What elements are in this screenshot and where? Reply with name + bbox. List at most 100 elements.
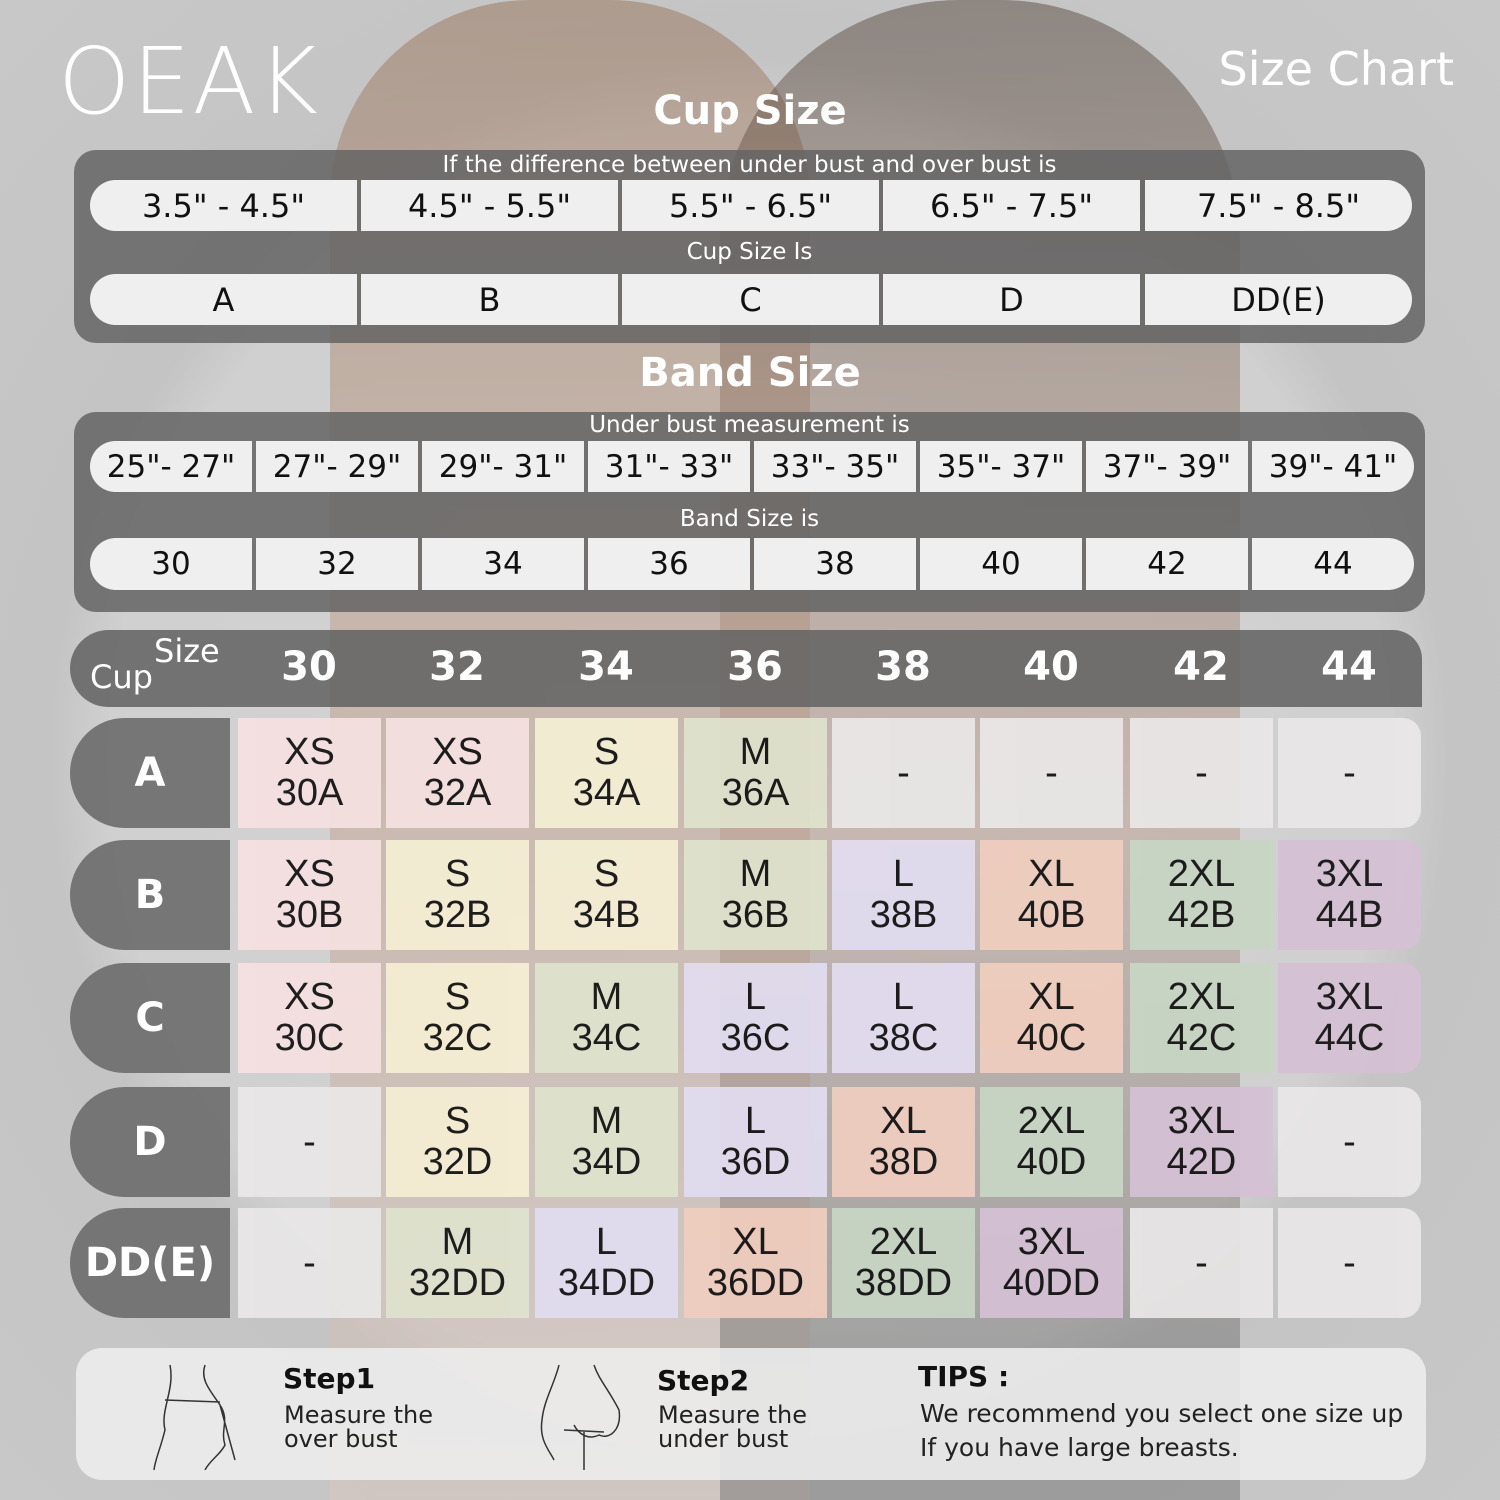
cup-size-subtitle: If the difference between under bust and… — [442, 152, 1057, 178]
size-label: L — [892, 853, 915, 895]
cup-range-pill: 5.5" - 6.5" — [622, 180, 879, 231]
size-table-header: Size Cup 30 32 34 36 38 40 42 44 — [70, 630, 1422, 707]
bra-size-label: 34D — [571, 1141, 642, 1183]
empty-size-cell: - — [238, 1087, 381, 1197]
bra-size-label: 42C — [1166, 1017, 1237, 1059]
size-label: L — [744, 1100, 767, 1142]
corner-cup-label: Cup — [90, 658, 153, 696]
size-label: - — [1343, 751, 1356, 794]
size-label: 3XL — [1315, 853, 1384, 895]
size-cell: 2XL 38DD — [832, 1208, 975, 1318]
tips-title: TIPS : — [918, 1360, 1010, 1393]
column-header-band: 30 — [281, 644, 337, 690]
cup-letter-pill: D — [883, 274, 1140, 325]
cup-letter-pill: B — [361, 274, 618, 325]
bra-size-label: 34DD — [557, 1262, 656, 1304]
band-size-subtitle: Under bust measurement is — [589, 412, 910, 438]
page-title: Size Chart — [1218, 42, 1454, 96]
empty-size-cell: - — [980, 718, 1123, 828]
column-header-band: 34 — [578, 644, 634, 690]
band-size-pill: 40 — [920, 538, 1082, 590]
band-range-pill: 27"- 29" — [256, 441, 418, 492]
size-label: M — [590, 1100, 623, 1142]
bra-size-label: 36C — [720, 1017, 791, 1059]
column-header-band: 36 — [727, 644, 783, 690]
size-cell: M 32DD — [386, 1208, 529, 1318]
size-cell: 2XL 42B — [1130, 840, 1273, 950]
row-header-cup: B — [70, 840, 230, 950]
empty-size-cell: - — [1278, 1087, 1421, 1197]
bra-size-label: 32D — [422, 1141, 493, 1183]
band-size-pill: 32 — [256, 538, 418, 590]
size-cell: 3XL 42D — [1130, 1087, 1273, 1197]
band-range-pill: 31"- 33" — [588, 441, 750, 492]
bra-size-label: 32B — [423, 894, 492, 936]
cup-size-title: Cup Size — [653, 88, 847, 134]
size-label: M — [739, 731, 772, 773]
size-label: - — [1195, 751, 1208, 794]
size-cell: XL 36DD — [684, 1208, 827, 1318]
column-header-band: 32 — [429, 644, 485, 690]
size-label: S — [593, 731, 620, 773]
size-cell: 2XL 42C — [1130, 963, 1273, 1073]
size-label: S — [444, 853, 471, 895]
bra-size-label: 38B — [869, 894, 938, 936]
empty-size-cell: - — [832, 718, 975, 828]
size-label: 2XL — [869, 1221, 938, 1263]
size-label: - — [303, 1241, 316, 1284]
size-label: - — [303, 1120, 316, 1163]
cup-range-pill: 7.5" - 8.5" — [1145, 180, 1412, 231]
size-label: L — [892, 976, 915, 1018]
band-range-pill: 39"- 41" — [1252, 441, 1414, 492]
size-cell: S 32D — [386, 1087, 529, 1197]
band-range-pill: 37"- 39" — [1086, 441, 1248, 492]
size-cell: L 34DD — [535, 1208, 678, 1318]
size-label: M — [441, 1221, 474, 1263]
column-header-band: 42 — [1173, 644, 1229, 690]
size-cell: M 36B — [684, 840, 827, 950]
corner-size-label: Size — [154, 632, 220, 670]
cup-size-result-label: Cup Size Is — [686, 239, 813, 265]
size-label: 2XL — [1017, 1100, 1086, 1142]
size-cell: L 36C — [684, 963, 827, 1073]
size-label: XL — [1028, 853, 1075, 895]
size-label: 3XL — [1017, 1221, 1086, 1263]
size-cell: S 32B — [386, 840, 529, 950]
bra-size-label: 38DD — [854, 1262, 953, 1304]
cup-letter-pill: C — [622, 274, 879, 325]
size-label: M — [590, 976, 623, 1018]
brand-logo: OEAK — [58, 28, 320, 135]
bra-size-label: 40DD — [1002, 1262, 1101, 1304]
band-size-pill: 44 — [1252, 538, 1414, 590]
size-label: - — [1343, 1120, 1356, 1163]
measure-over-bust-icon — [153, 1364, 236, 1470]
size-label: - — [1045, 751, 1058, 794]
size-cell: XS 30B — [238, 840, 381, 950]
size-label: L — [595, 1221, 618, 1263]
bra-size-label: 44C — [1314, 1017, 1385, 1059]
bra-size-label: 42B — [1167, 894, 1236, 936]
size-label: S — [593, 853, 620, 895]
size-cell: XS 30A — [238, 718, 381, 828]
tips-line2: If you have large breasts. — [920, 1433, 1239, 1462]
bra-size-label: 40D — [1016, 1141, 1087, 1183]
band-size-pill: 38 — [754, 538, 916, 590]
cup-letter-pill: A — [90, 274, 357, 325]
bra-size-label: 38D — [868, 1141, 939, 1183]
row-header-cup: A — [70, 718, 230, 828]
bra-size-label: 30A — [275, 772, 344, 814]
cup-range-pill: 4.5" - 5.5" — [361, 180, 618, 231]
step2-title: Step2 — [657, 1364, 750, 1397]
step1-title: Step1 — [283, 1362, 376, 1395]
cup-range-pill: 6.5" - 7.5" — [883, 180, 1140, 231]
size-cell: S 32C — [386, 963, 529, 1073]
bra-size-label: 30B — [275, 894, 344, 936]
bra-size-label: 40C — [1016, 1017, 1087, 1059]
step2-desc-line2: under bust — [658, 1425, 789, 1453]
bra-size-label: 34C — [571, 1017, 642, 1059]
size-label: - — [1195, 1241, 1208, 1284]
bra-size-label: 36DD — [706, 1262, 805, 1304]
band-size-title: Band Size — [639, 350, 861, 396]
size-label: XS — [284, 853, 335, 895]
row-header-cup: D — [70, 1087, 230, 1197]
